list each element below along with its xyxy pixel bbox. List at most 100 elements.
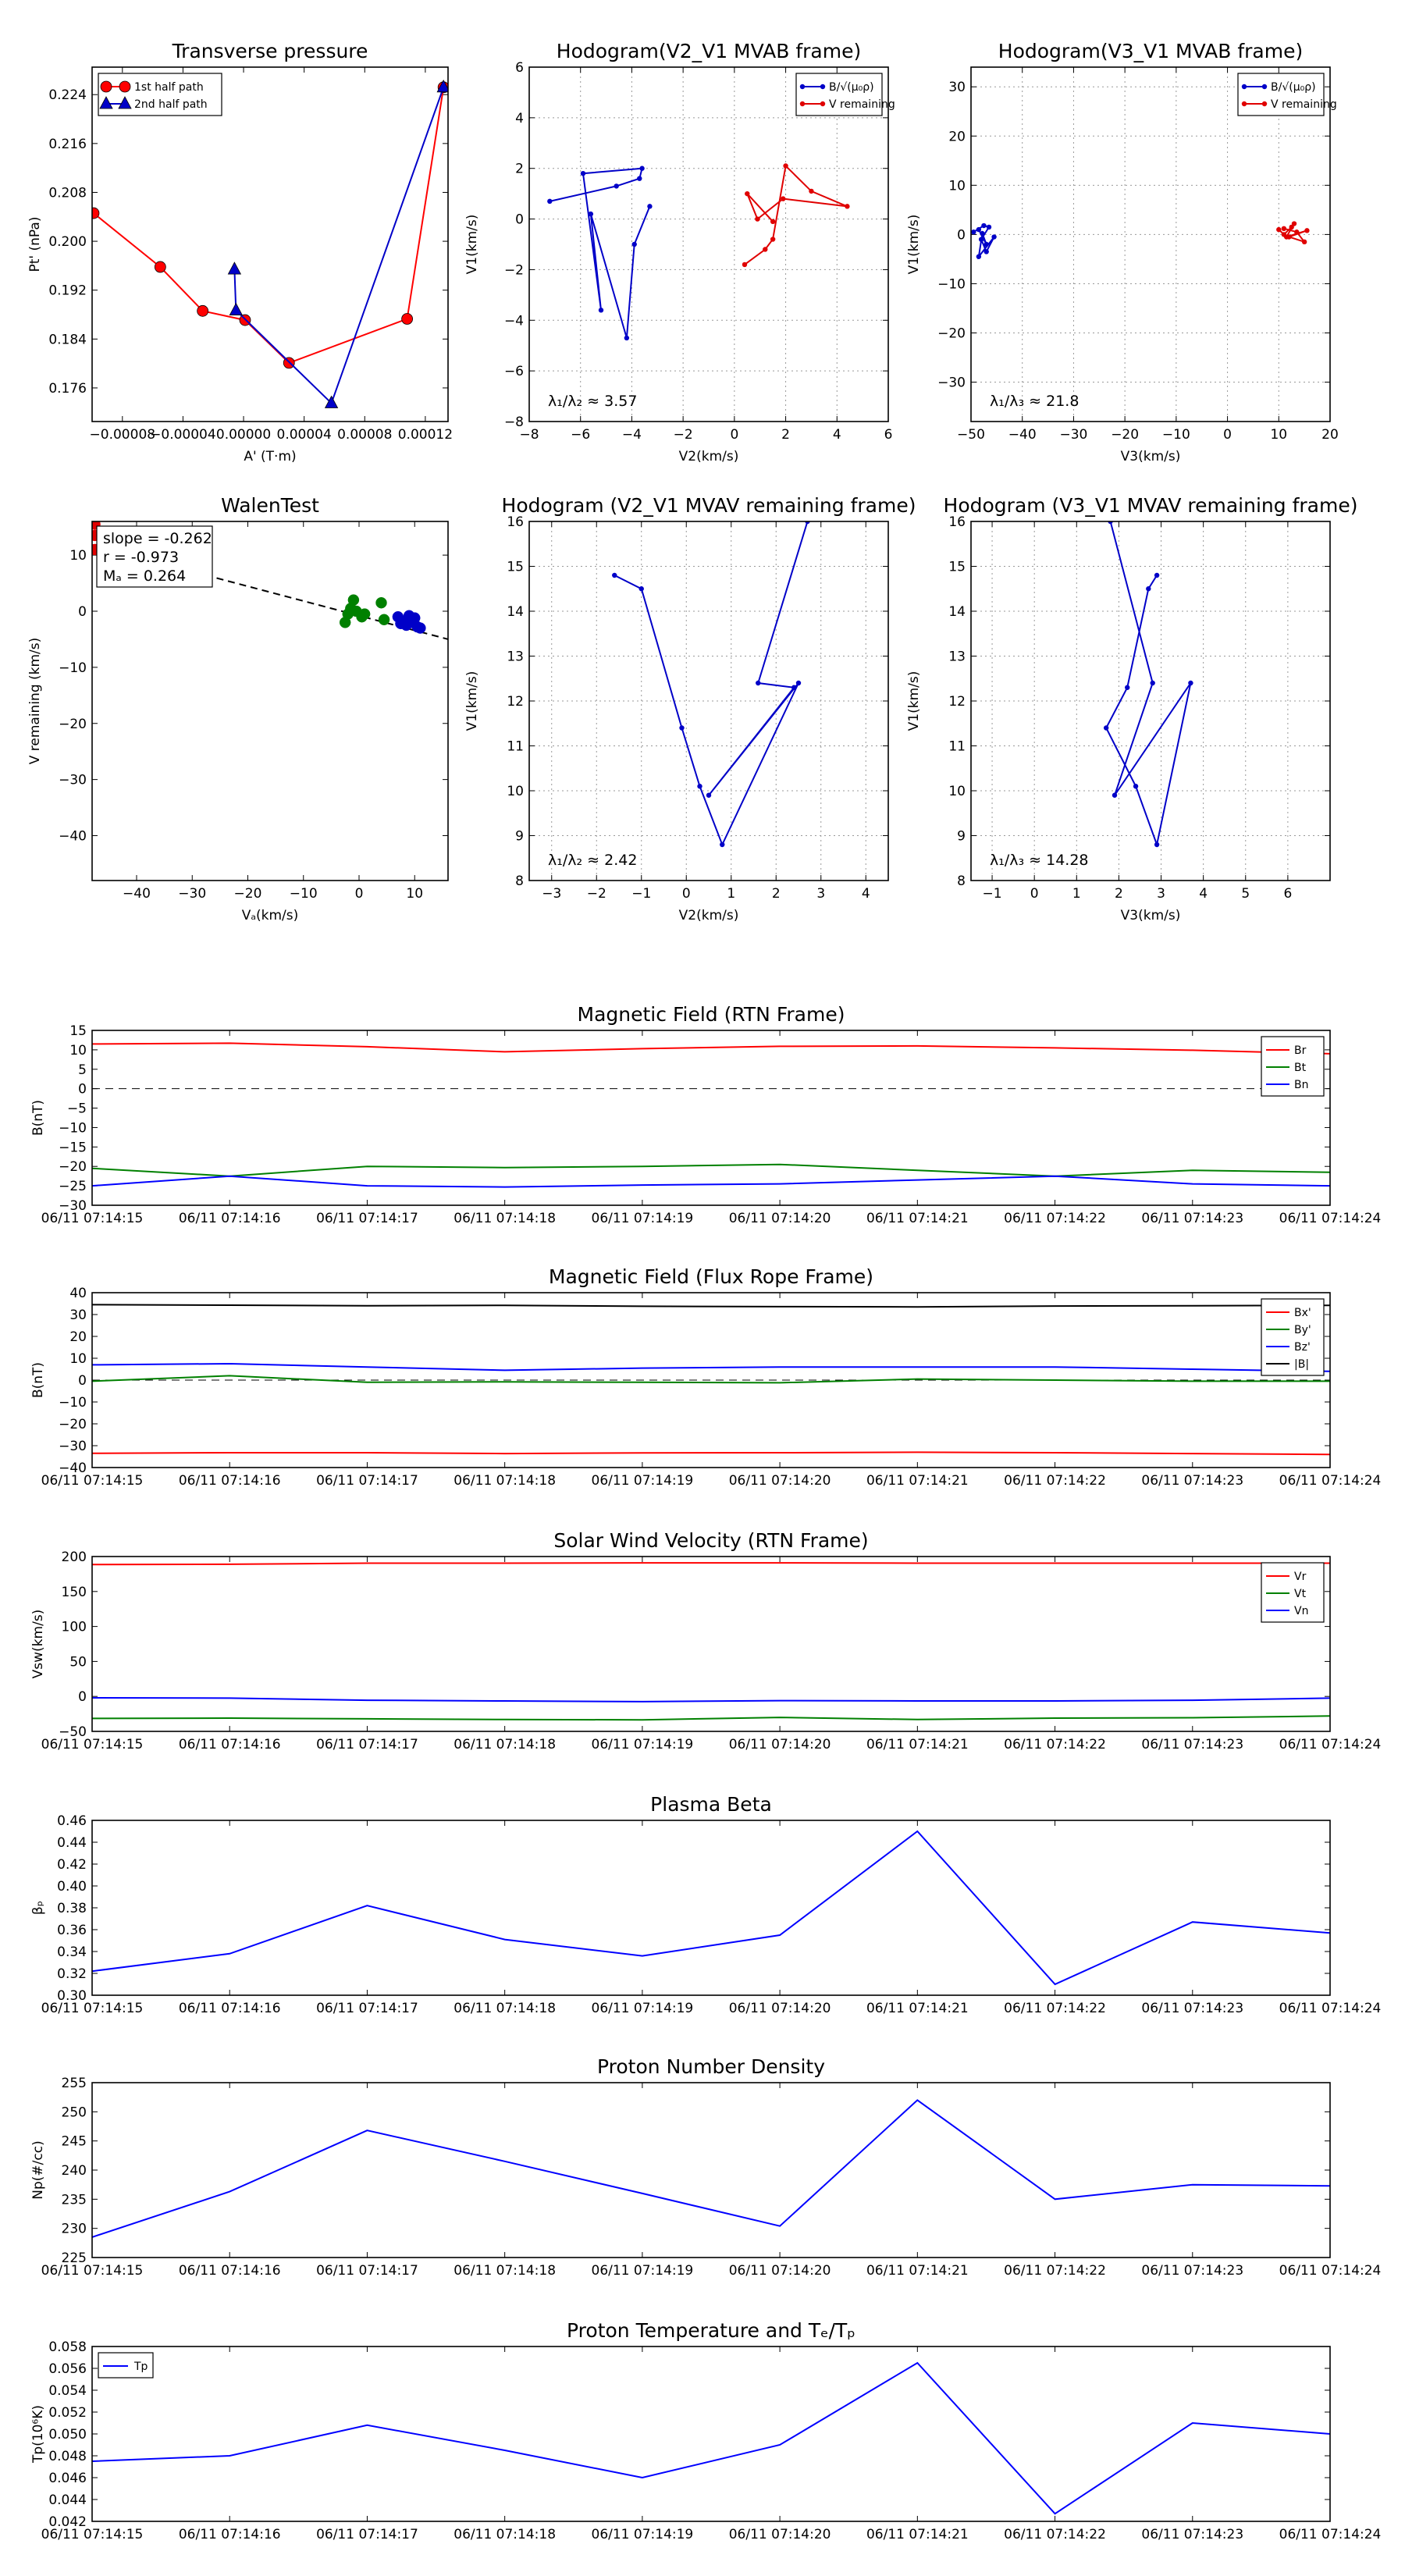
eigen-ratio-annotation: λ₁/λ₃ ≈ 21.8 (990, 393, 1079, 410)
y-tick-label: −2 (504, 262, 524, 278)
data-point (414, 622, 426, 634)
y-tick-label: 0 (78, 1689, 87, 1705)
x-tick-label: 1 (727, 886, 735, 902)
x-tick-label: 0.00004 (277, 427, 332, 443)
series-line (233, 87, 445, 405)
x-tick-label: 06/11 07:14:17 (316, 2527, 418, 2542)
y-tick-label: 11 (507, 739, 524, 755)
x-tick-label: 0.00012 (398, 427, 453, 443)
series-line (1105, 521, 1192, 848)
x-tick-label: −50 (957, 427, 985, 443)
y-tick-label: 235 (62, 2192, 87, 2208)
legend-label: 2nd half path (134, 98, 208, 111)
y-tick-label: 0.046 (48, 2471, 87, 2486)
x-tick-label: −40 (1008, 427, 1037, 443)
chart-brtn: Magnetic Field (RTN Frame) 06/11 07:14:15… (30, 1003, 1381, 1226)
data-point (984, 241, 989, 247)
series-line (973, 224, 995, 260)
series-line (92, 1562, 1330, 1566)
y-tick-label: 250 (62, 2105, 87, 2120)
y-tick-label: 0.46 (57, 1813, 87, 1829)
legend-marker (119, 80, 131, 93)
chart-title: Solar Wind Velocity (RTN Frame) (553, 1529, 868, 1552)
series-brtn-2 (92, 1175, 1330, 1188)
data-point (745, 190, 750, 197)
y-axis-label: B(nT) (30, 1362, 46, 1398)
data-point (1289, 224, 1294, 230)
data-point (612, 572, 617, 578)
x-tick-label: 06/11 07:14:18 (454, 1737, 556, 1752)
axes-frame (91, 66, 449, 422)
x-tick-label: −30 (178, 886, 206, 902)
data-point (697, 784, 702, 789)
legend-marker (820, 101, 826, 107)
y-tick-label: 0.048 (48, 2449, 87, 2464)
data-point (770, 237, 776, 242)
y-tick-label: 16 (507, 514, 524, 530)
y-tick-label: 20 (948, 129, 966, 144)
legend: B/√(μ₀ρ) V remaining (795, 73, 895, 116)
data-point (980, 230, 985, 237)
plot-area (547, 163, 850, 341)
data-point (679, 725, 685, 731)
eigen-ratio-annotation: λ₁/λ₂ ≈ 2.42 (548, 852, 637, 869)
x-tick-label: 2 (1115, 886, 1123, 902)
y-tick-label: 9 (957, 829, 966, 845)
y-tick-label: 0 (78, 604, 87, 620)
x-tick-label: 4 (1199, 886, 1208, 902)
y-tick-label: 14 (948, 604, 966, 620)
x-tick-label: 06/11 07:14:22 (1004, 2527, 1106, 2542)
y-tick-label: 10 (69, 548, 87, 564)
x-tick-label: 06/11 07:14:20 (729, 1737, 831, 1752)
y-tick-label: −20 (59, 1159, 87, 1175)
chart-title: Hodogram(V2_V1 MVAB frame) (557, 40, 861, 62)
y-tick-label: 0.216 (48, 137, 87, 152)
series-line (92, 1042, 1330, 1055)
y-tick-label: 0 (957, 227, 966, 243)
chart-title: Hodogram (V2_V1 MVAV remaining frame) (502, 494, 916, 517)
y-tick-label: −10 (59, 1120, 87, 1136)
legend-marker (1241, 84, 1247, 90)
data-point (401, 313, 414, 325)
y-tick-label: −6 (504, 364, 524, 379)
series-line (92, 1451, 1330, 1456)
series-vsw-2 (92, 1697, 1330, 1703)
legend-marker (799, 84, 806, 90)
data-point (588, 211, 594, 217)
x-tick-label: −2 (674, 427, 693, 443)
series-line (614, 521, 809, 847)
legend-label: |B| (1294, 1358, 1309, 1371)
legend-box (795, 73, 883, 116)
x-tick-label: 06/11 07:14:16 (179, 2263, 281, 2279)
x-tick-label: 06/11 07:14:16 (179, 1737, 281, 1752)
x-tick-label: 06/11 07:14:23 (1141, 2263, 1243, 2279)
series-beta-0 (92, 1830, 1330, 1986)
walen-stats-box (96, 525, 213, 588)
chart-title: Magnetic Field (RTN Frame) (578, 1003, 845, 1026)
walen-stat: r = -0.973 (103, 549, 179, 566)
x-tick-label: 0.00008 (337, 427, 392, 443)
y-tick-label: 230 (62, 2222, 87, 2237)
y-tick-label: 6 (515, 60, 524, 76)
y-tick-label: −8 (504, 415, 524, 430)
chart-title: Hodogram (V3_V1 MVAV remaining frame) (944, 494, 1358, 517)
data-point (197, 304, 209, 317)
x-tick-label: 06/11 07:14:23 (1141, 1737, 1243, 1752)
y-tick-label: 14 (507, 604, 524, 620)
data-point (783, 163, 788, 169)
plot-area (92, 79, 448, 408)
y-tick-label: 0.058 (48, 2339, 87, 2355)
y-tick-label: −25 (59, 1179, 87, 1194)
data-point (1291, 221, 1297, 226)
x-tick-label: −1 (631, 886, 651, 902)
y-tick-label: 0.050 (48, 2427, 87, 2443)
x-tick-label: 06/11 07:14:16 (179, 2527, 281, 2542)
series-line (92, 1375, 1330, 1384)
series-vsw-0 (92, 1562, 1330, 1566)
x-tick-label: 06/11 07:14:20 (729, 1211, 831, 1226)
y-tick-label: 9 (515, 829, 524, 845)
axes-frame (91, 1292, 1331, 1468)
x-tick-label: 06/11 07:14:19 (592, 2263, 694, 2279)
x-tick-label: −10 (1162, 427, 1190, 443)
y-tick-label: 11 (948, 739, 966, 755)
